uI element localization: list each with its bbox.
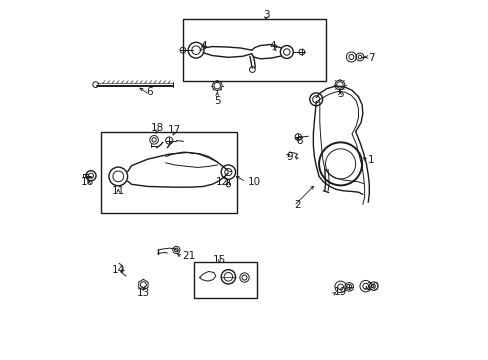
Text: 8: 8 [296, 136, 303, 145]
Text: 21: 21 [182, 251, 195, 261]
Text: 12: 12 [216, 177, 229, 187]
Text: 11: 11 [111, 186, 124, 196]
Text: 2: 2 [294, 200, 301, 210]
Text: 3: 3 [262, 10, 269, 20]
Text: 13: 13 [137, 288, 150, 298]
Text: 20: 20 [366, 282, 379, 292]
Text: 5: 5 [337, 89, 343, 99]
Bar [183, 19, 325, 81]
Text: 5: 5 [214, 96, 221, 106]
Text: 17: 17 [167, 125, 181, 135]
Text: 19: 19 [333, 287, 346, 297]
Text: 6: 6 [146, 87, 152, 97]
Text: 14: 14 [111, 265, 124, 275]
Bar [101, 132, 236, 213]
Text: 4: 4 [269, 41, 276, 50]
Text: 15: 15 [212, 255, 225, 265]
Text: 4: 4 [201, 41, 207, 50]
Text: 1: 1 [367, 155, 374, 165]
Text: 9: 9 [286, 152, 293, 162]
Text: 16: 16 [81, 177, 94, 187]
Bar [193, 262, 257, 298]
Text: 7: 7 [367, 53, 374, 63]
Text: 10: 10 [247, 177, 261, 187]
Text: 18: 18 [151, 123, 164, 133]
